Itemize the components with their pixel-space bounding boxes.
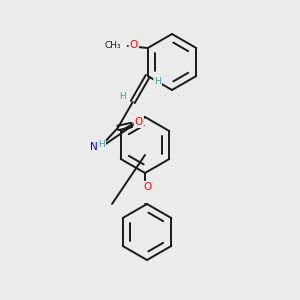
Text: H: H (98, 140, 105, 149)
Text: H: H (154, 76, 161, 85)
Text: H: H (120, 92, 126, 101)
Text: O: O (135, 117, 143, 127)
Text: CH₃: CH₃ (104, 40, 121, 50)
Text: N: N (90, 142, 98, 152)
Text: O: O (130, 40, 138, 50)
Text: O: O (143, 182, 151, 192)
